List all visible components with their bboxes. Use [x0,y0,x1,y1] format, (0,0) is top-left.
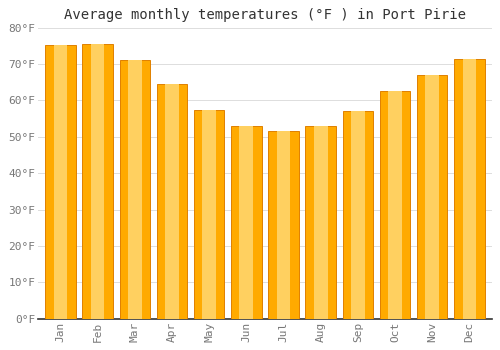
Title: Average monthly temperatures (°F ) in Port Pirie: Average monthly temperatures (°F ) in Po… [64,8,466,22]
Bar [82,44,113,318]
Bar [388,91,402,318]
Bar [45,45,76,318]
Bar [231,126,262,318]
Bar [417,75,448,318]
Bar [90,44,104,318]
Bar [342,111,373,318]
Bar [314,126,328,318]
Bar [202,110,216,318]
Bar [380,91,410,318]
Bar [462,59,476,318]
Bar [276,131,290,318]
Bar [128,60,141,318]
Bar [194,110,224,318]
Bar [120,60,150,318]
Bar [165,84,179,318]
Bar [268,131,298,318]
Bar [54,45,68,318]
Bar [454,59,484,318]
Bar [306,126,336,318]
Bar [240,126,253,318]
Bar [351,111,364,318]
Bar [426,75,439,318]
Bar [156,84,187,318]
